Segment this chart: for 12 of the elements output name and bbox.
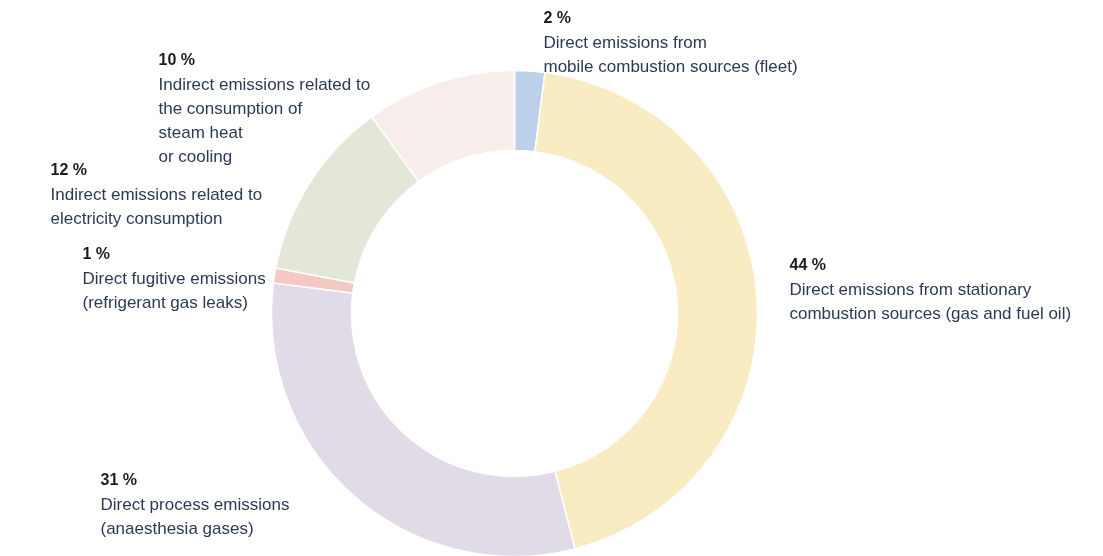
data-label: 2 %	[543, 8, 572, 26]
slice-label: Direct fugitive emissions (refrigerant gas leaks)	[82, 268, 266, 312]
data-label: 44 %	[789, 255, 826, 273]
data-label: 10 %	[158, 50, 195, 68]
slice-label: Direct emissions from stationary combustion sources (gas and fuel oil)	[789, 279, 1072, 323]
data-label: 31 %	[100, 470, 137, 488]
data-label: 12 %	[50, 160, 87, 178]
slice-label: Indirect emissions related to the consumption of steam heat or cooling	[158, 74, 371, 166]
data-label: 1 %	[82, 244, 111, 262]
slice-label: Direct emissions from mobile combustion sources (fleet)	[543, 32, 798, 76]
slice-label: Indirect emissions related to electricity consumption	[50, 184, 263, 228]
slice-label: Direct process emissions (anaesthesia gases)	[100, 494, 290, 538]
